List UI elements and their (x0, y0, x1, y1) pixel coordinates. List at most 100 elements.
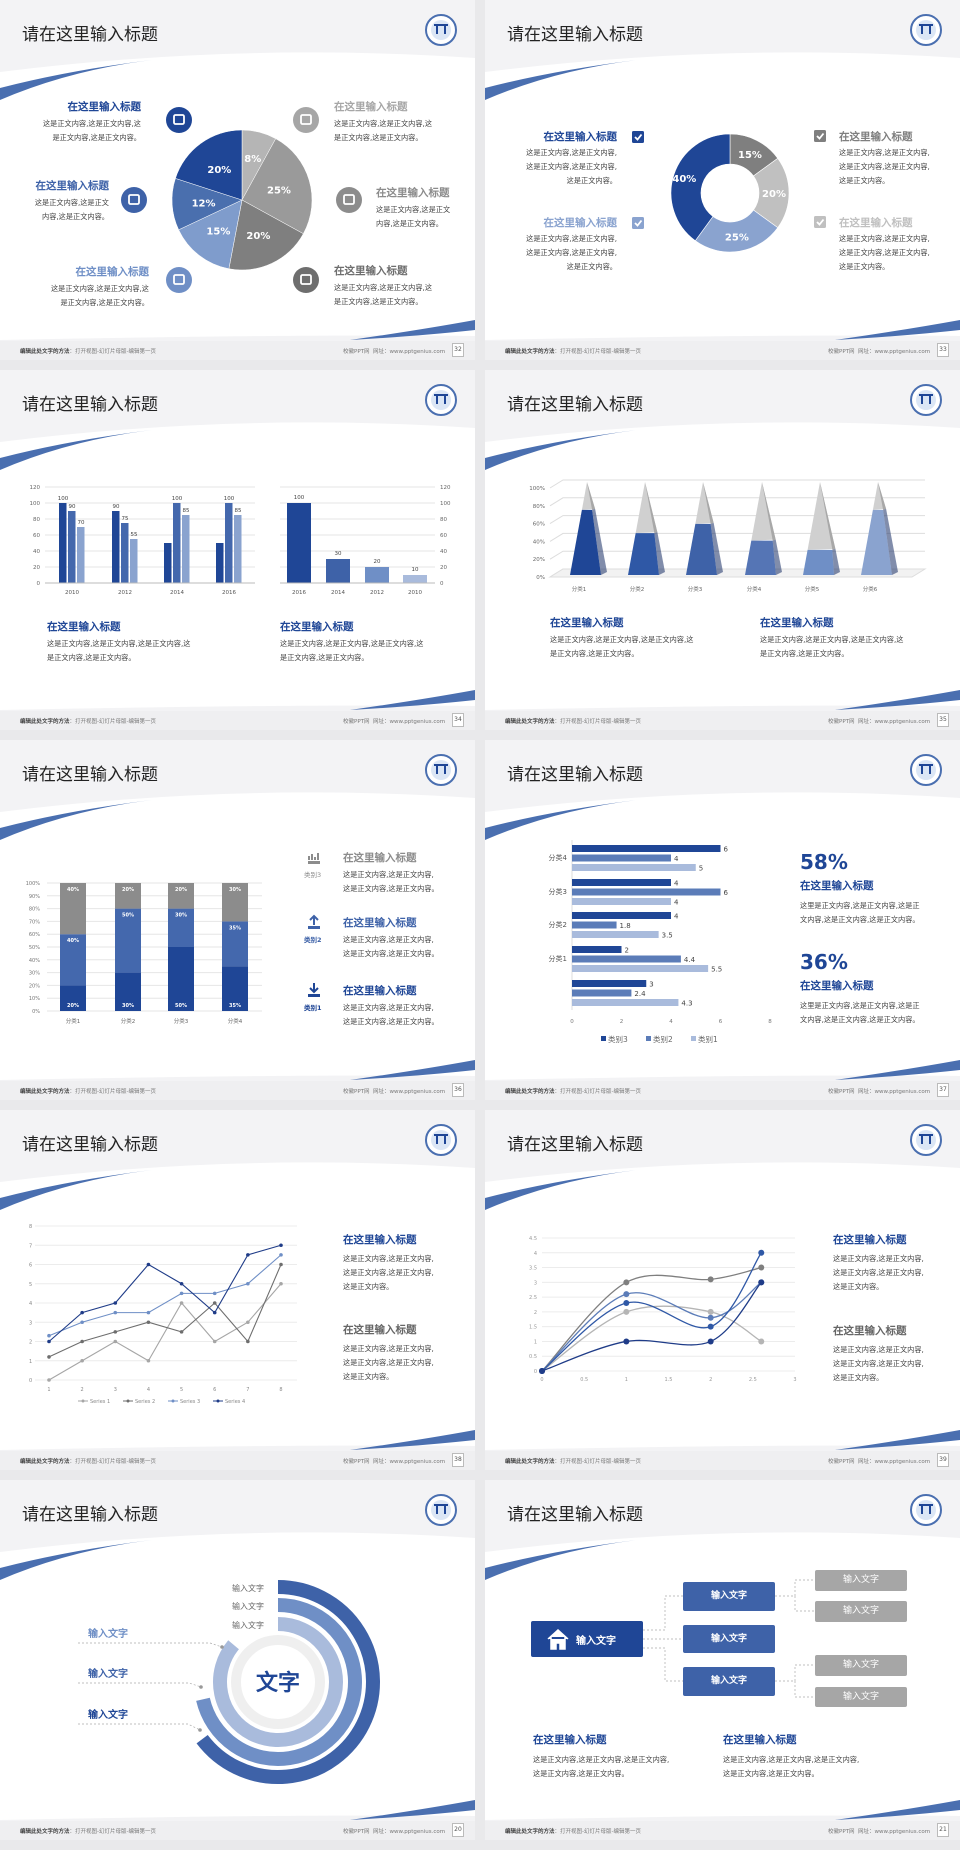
block-body-line: 这是正文内容,这是正文内容, (526, 248, 617, 257)
leader-line (78, 1723, 201, 1731)
block-heading: 在这里输入标题 (343, 1324, 417, 1336)
pie-slice (178, 199, 243, 270)
text-block: 在这里输入标题这是正文内容,这是正文内容,这是正文内容,这是正文内容,这是正文内… (550, 615, 693, 661)
block-body-line: 这是正文内容,这是正文内容, (526, 162, 617, 171)
leaf-node[interactable]: 输入文字 (815, 1570, 907, 1591)
data-point (707, 1314, 714, 1321)
stacked-segment (222, 966, 248, 1011)
footer-hint-bold: 编辑此处文字的方法 (505, 349, 555, 355)
x-tick-label: 分类1 (572, 585, 587, 593)
icon-arrow (309, 914, 319, 925)
footer-hint: 编辑此处文字的方法：打开视图-幻灯片母版-编辑第一页 (20, 1457, 156, 1465)
leaf-node[interactable]: 输入文字 (815, 1655, 907, 1676)
data-label: 6 (724, 889, 729, 897)
logo-gate (919, 764, 933, 774)
legend-label: 类别2 (653, 1034, 673, 1044)
y-tick-label: 0.5 (529, 1354, 537, 1360)
slide-1: 请在这里输入标题 编辑此处文字的方法：打开视图-幻灯片母版-编辑第一页 校徽PPT网… (0, 0, 475, 360)
footer-hint: 编辑此处文字的方法：打开视图-幻灯片母版-编辑第一页 (505, 717, 641, 725)
logo-gate (434, 764, 448, 774)
y-tick-label: 1 (29, 1359, 32, 1365)
stacked-segment (222, 883, 248, 922)
footer-hint-bold: 编辑此处文字的方法 (20, 1829, 70, 1835)
mid-node[interactable]: 输入文字 (683, 1625, 775, 1653)
data-point (47, 1355, 51, 1359)
mid-node[interactable]: 输入文字 (683, 1582, 775, 1611)
bottom-swoosh (350, 1430, 475, 1450)
segment-label: 40% (67, 887, 79, 893)
bottom-swoosh (835, 1060, 960, 1080)
series-curve (541, 1281, 762, 1372)
block-heading: 在这里输入标题 (35, 180, 110, 192)
pyramid-value-side (832, 548, 840, 575)
footer-hint: 编辑此处文字的方法：打开视图-幻灯片母版-编辑第一页 (20, 1827, 156, 1835)
block-heading: 在这里输入标题 (343, 917, 417, 929)
root-node[interactable]: 输入文字 (531, 1621, 643, 1657)
data-point (212, 1291, 217, 1296)
y-tick-label: 70% (29, 919, 40, 925)
text-block: 在这里输入标题这是正文内容,这是正文内容,这是正文内容,这是正文内容,这是正文内… (280, 619, 423, 665)
footer-url: 网址：www.pptgenius.com (373, 1829, 446, 1835)
text-block: 在这里输入标题这是正文内容,这是正文内容,这是正文内容,这是正文内容,这是正文内… (839, 129, 930, 188)
block-heading: 在这里输入标题 (800, 880, 874, 892)
data-point (212, 1301, 217, 1305)
leaf-node[interactable]: 输入文字 (815, 1601, 907, 1622)
slide-title: 请在这里输入标题 (22, 765, 158, 785)
bottom-swoosh (835, 320, 960, 340)
slide-title: 请在这里输入标题 (507, 395, 643, 415)
leaf-node[interactable]: 输入文字 (815, 1687, 907, 1707)
block-body-line: 这是正文内容,这是正文 (376, 205, 451, 214)
legend-marker (126, 1399, 130, 1403)
x-tick-label: 8 (279, 1387, 282, 1393)
x-tick-label: 分类6 (863, 585, 878, 593)
footer-hint: 编辑此处文字的方法：打开视图-幻灯片母版-编辑第一页 (505, 1457, 641, 1465)
bar (572, 898, 671, 905)
legend-swatch (691, 1036, 696, 1041)
pyramid-value-side (710, 522, 723, 575)
logo-gate (919, 1134, 933, 1144)
block-body-line: 这是正文内容,这是正文内容, (833, 1254, 924, 1263)
segment-label: 30% (122, 1003, 134, 1009)
binoculars-icon (336, 187, 362, 213)
pie-slice (228, 199, 304, 271)
y-tick-label: 120 (30, 485, 41, 491)
logo-gate (434, 1504, 448, 1514)
data-point (539, 1368, 545, 1374)
data-label: 85 (183, 508, 190, 514)
block-body-line: 这是正文内容,这是正文内容, (343, 1344, 434, 1353)
block-body-line: 是正文内容,这是正文内容。 (52, 133, 141, 142)
bar (572, 888, 721, 896)
block-body-line: 这是正文内容,这是正文内容,这是正文内容,这 (47, 639, 191, 648)
monitor-icon (166, 107, 192, 133)
text-block: 在这里输入标题 这是正文内容,这是正文 内容,这是正文内容。 (376, 185, 450, 231)
y-tick-label: 40 (33, 549, 40, 555)
x-tick-label: 2 (620, 1019, 624, 1025)
footer-hint-text: ：打开视图-幻灯片母版-编辑第一页 (69, 349, 156, 355)
data-point (279, 1243, 283, 1248)
x-tick-label: 2 (81, 1387, 84, 1393)
slide-7: 请在这里输入标题 编辑此处文字的方法：打开视图-幻灯片母版-编辑第一页 校徽PPT网… (0, 1110, 475, 1470)
block-body-line: 这是正文内容,这是正文内容, (839, 148, 930, 157)
bar-chart-icon (308, 853, 320, 864)
left-label: 输入文字 (88, 1627, 128, 1640)
series-curve (541, 1305, 762, 1372)
segment-label: 35% (229, 925, 241, 931)
university-logo-icon (425, 384, 457, 416)
data-label: 4 (674, 913, 679, 921)
footer-bar (0, 1821, 475, 1840)
legend-label: 类别1 (698, 1034, 718, 1044)
legend-swatch (601, 1036, 606, 1041)
y-tick-label: 4 (29, 1301, 32, 1307)
bar (572, 946, 622, 953)
y-tick-label: 1 (534, 1339, 537, 1345)
mid-node[interactable]: 输入文字 (683, 1667, 775, 1696)
block-body-line: 文内容,这是正文内容,这是正文内容。 (800, 1015, 920, 1024)
footer-site: 校徽PPT网 (828, 1089, 855, 1095)
footer-hint-bold: 编辑此处文字的方法 (20, 1089, 70, 1095)
logo-gate (434, 24, 448, 34)
footer-hint: 编辑此处文字的方法：打开视图-幻灯片母版-编辑第一页 (505, 1087, 641, 1095)
block-body-line: 是正文内容,这是正文内容。 (760, 649, 849, 658)
footer-bar (0, 711, 475, 730)
bottom-swoosh (350, 690, 475, 710)
data-point (758, 1338, 765, 1345)
